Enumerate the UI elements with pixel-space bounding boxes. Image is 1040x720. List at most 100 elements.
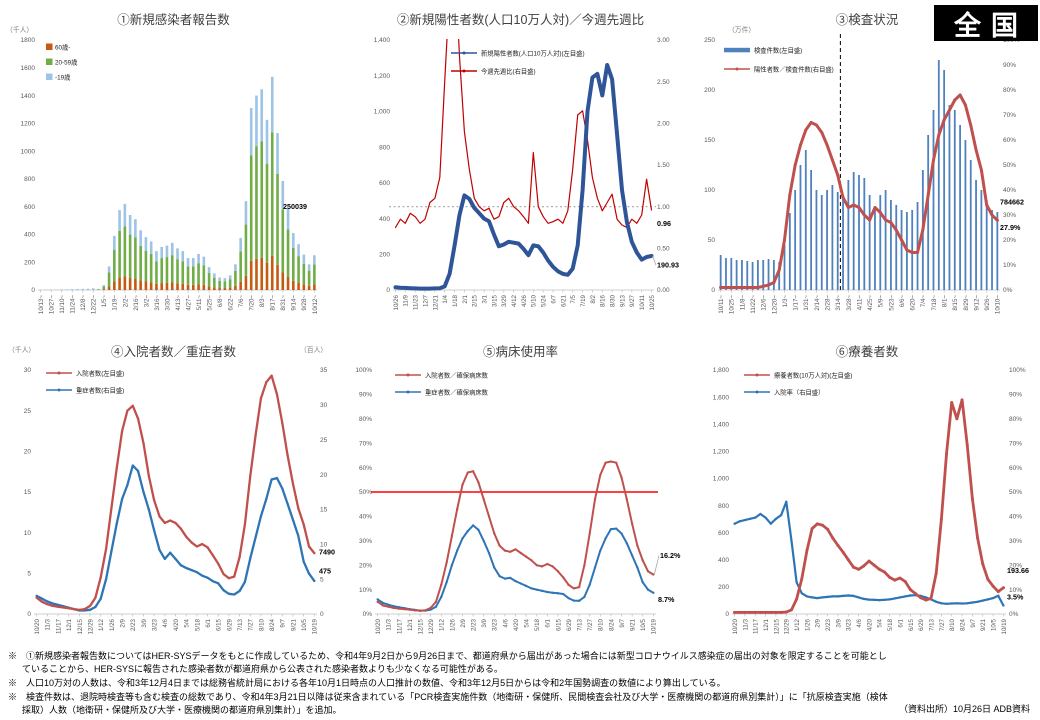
svg-text:10/11~: 10/11~ — [718, 295, 725, 314]
svg-text:800: 800 — [24, 176, 35, 183]
svg-text:0%: 0% — [363, 611, 373, 618]
svg-text:1/17~: 1/17~ — [793, 295, 800, 311]
svg-text:1200: 1200 — [21, 121, 36, 128]
svg-text:5/24: 5/24 — [541, 294, 548, 307]
svg-text:入院者数(左目盛): 入院者数(左目盛) — [76, 369, 124, 378]
svg-text:27.9%: 27.9% — [1000, 223, 1021, 232]
svg-text:10/19: 10/19 — [1001, 618, 1008, 634]
svg-text:5/18: 5/18 — [194, 618, 201, 631]
svg-text:60歳-: 60歳- — [55, 43, 70, 52]
svg-text:400: 400 — [718, 557, 729, 564]
svg-text:8/15~: 8/15~ — [952, 295, 959, 311]
svg-text:7/13: 7/13 — [577, 618, 584, 631]
svg-text:2/16~: 2/16~ — [133, 295, 140, 311]
svg-text:193.66: 193.66 — [1007, 566, 1029, 575]
svg-text:4/11~: 4/11~ — [856, 295, 863, 311]
svg-text:8/1~: 8/1~ — [942, 295, 949, 308]
svg-text:12/1: 12/1 — [66, 618, 73, 631]
svg-text:3/9: 3/9 — [141, 618, 148, 627]
svg-text:70%: 70% — [1009, 440, 1022, 447]
svg-text:6/8~: 6/8~ — [217, 295, 224, 308]
chart-testing-status: ③検査状況 0 50 100 150 200 250 0% 10% 20% 30% 40% 50% 60… — [694, 0, 1040, 332]
svg-text:2/28~: 2/28~ — [824, 295, 831, 311]
svg-text:80%: 80% — [1003, 87, 1016, 94]
svg-text:10/25~: 10/25~ — [729, 295, 736, 314]
svg-text:10/5: 10/5 — [640, 618, 647, 631]
svg-text:4/20: 4/20 — [513, 618, 520, 631]
svg-text:9/21: 9/21 — [980, 618, 987, 631]
svg-text:60%: 60% — [1009, 465, 1022, 472]
svg-text:600: 600 — [718, 530, 729, 537]
svg-text:（千人）: （千人） — [8, 345, 35, 354]
svg-text:10%: 10% — [359, 587, 372, 594]
svg-text:30%: 30% — [1009, 538, 1022, 545]
chart-title: ①新規感染者報告数 — [117, 13, 230, 27]
svg-text:1,000: 1,000 — [713, 476, 730, 483]
svg-text:9/21: 9/21 — [290, 618, 297, 631]
svg-text:検査件数(左目盛): 検査件数(左目盛) — [754, 46, 802, 55]
svg-text:2/9: 2/9 — [120, 618, 127, 627]
svg-text:3/2~: 3/2~ — [143, 295, 150, 308]
svg-text:20%: 20% — [1009, 562, 1022, 569]
svg-text:0: 0 — [725, 611, 729, 618]
svg-text:800: 800 — [718, 503, 729, 510]
svg-text:11/3: 11/3 — [45, 618, 52, 630]
svg-text:30%: 30% — [359, 538, 372, 545]
svg-text:11/9: 11/9 — [403, 294, 410, 306]
svg-text:200: 200 — [379, 251, 390, 258]
svg-text:8/24: 8/24 — [269, 618, 276, 631]
svg-text:3/14~: 3/14~ — [835, 295, 842, 311]
svg-text:7/13: 7/13 — [928, 618, 935, 631]
svg-text:12/22~: 12/22~ — [91, 295, 98, 314]
svg-text:15: 15 — [24, 489, 32, 496]
chart-new-infections: ①新規感染者報告数 0 200 400 600 800 1000 1200 1400 1600 1… — [0, 0, 347, 332]
svg-text:0: 0 — [320, 611, 324, 618]
svg-text:11/22~: 11/22~ — [750, 295, 757, 314]
svg-text:11/10~: 11/10~ — [59, 295, 66, 314]
svg-text:10: 10 — [320, 541, 328, 548]
svg-text:400: 400 — [379, 216, 390, 223]
svg-text:9/26~: 9/26~ — [984, 295, 991, 311]
svg-text:7/18~: 7/18~ — [931, 295, 938, 311]
svg-text:400: 400 — [24, 232, 35, 239]
svg-text:8/17~: 8/17~ — [270, 295, 277, 311]
svg-text:9/21: 9/21 — [630, 618, 637, 631]
svg-text:12/1: 12/1 — [407, 618, 414, 631]
svg-text:2/15: 2/15 — [472, 294, 479, 307]
svg-text:1/31~: 1/31~ — [803, 295, 810, 311]
svg-text:20%: 20% — [359, 562, 372, 569]
svg-text:12/7: 12/7 — [422, 294, 429, 307]
svg-text:今週先週比(右目盛): 今週先週比(右目盛) — [481, 67, 536, 76]
svg-text:6/15: 6/15 — [555, 618, 562, 631]
svg-text:1/12: 1/12 — [794, 618, 801, 631]
svg-text:30: 30 — [320, 402, 328, 409]
svg-text:11/17: 11/17 — [55, 618, 62, 634]
svg-text:12/15: 12/15 — [77, 618, 84, 634]
svg-text:16.2%: 16.2% — [660, 551, 681, 560]
svg-text:1/3~: 1/3~ — [782, 295, 789, 308]
svg-text:10/5: 10/5 — [301, 618, 308, 631]
svg-text:8.7%: 8.7% — [658, 595, 675, 604]
svg-text:90%: 90% — [1003, 62, 1016, 69]
svg-text:10/11: 10/11 — [639, 294, 646, 310]
svg-text:7/27: 7/27 — [939, 618, 946, 631]
svg-text:4/26: 4/26 — [521, 294, 528, 307]
svg-text:800: 800 — [379, 144, 390, 151]
svg-text:12/8~: 12/8~ — [80, 295, 87, 311]
charts-grid: ①新規感染者報告数 0 200 400 600 800 1000 1200 1400 1600 1… — [0, 0, 1040, 648]
svg-text:8/3~: 8/3~ — [259, 295, 266, 308]
svg-text:8/24: 8/24 — [959, 618, 966, 631]
svg-text:15: 15 — [320, 507, 328, 514]
chart-bed-occupancy: ⑤病床使用率 0% 10% 20% 30% 40% 50% 60% 70% 80% 90% 100%… — [347, 332, 694, 648]
svg-text:2/9: 2/9 — [460, 618, 467, 627]
svg-text:3.5%: 3.5% — [1007, 592, 1024, 601]
svg-text:60%: 60% — [359, 465, 372, 472]
svg-text:（万件）: （万件） — [728, 25, 755, 34]
svg-text:0.96: 0.96 — [657, 219, 671, 228]
chart-title: ⑥療養者数 — [835, 345, 899, 359]
svg-text:12/1: 12/1 — [763, 618, 770, 631]
footnotes: ※ ①新規感染者報告数についてはHER-SYSデータをもとに作成しているため、令… — [8, 650, 888, 718]
svg-text:200: 200 — [718, 584, 729, 591]
svg-text:10%: 10% — [1009, 587, 1022, 594]
hospitalized-severe-plot: 0 5 10 15 20 25 30 0 5 10 15 20 25 30 35 10/20 11/3 11/17… — [8, 345, 335, 634]
